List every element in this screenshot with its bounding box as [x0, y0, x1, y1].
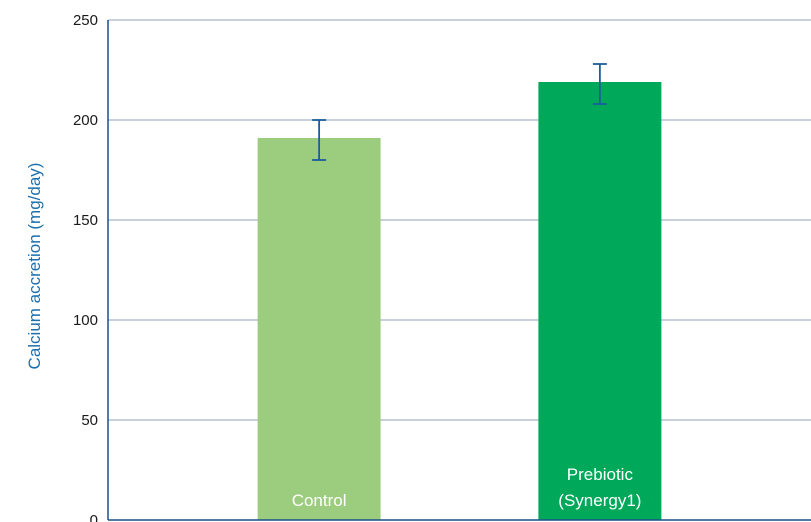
bars	[257, 82, 662, 520]
category-label-control: Control	[292, 491, 347, 510]
y-tick-label-200: 200	[73, 112, 98, 129]
y-tick-label-250: 250	[73, 12, 98, 29]
category-labels: Control Prebiotic (Synergy1)	[292, 465, 642, 510]
bar-prebiotic	[538, 82, 662, 520]
bar-control	[257, 138, 381, 520]
y-tick-label-0: 0	[90, 512, 98, 522]
y-tick-labels: 0 50 100 150 200 250	[73, 12, 98, 522]
axes	[107, 20, 811, 521]
y-axis-label: Calcium accretion (mg/day)	[25, 163, 44, 370]
y-tick-label-50: 50	[81, 412, 98, 429]
error-bars	[312, 63, 607, 161]
error-bar-prebiotic	[592, 63, 607, 105]
category-label-prebiotic-line-2: (Synergy1)	[558, 491, 641, 510]
grid-lines	[108, 19, 811, 421]
error-bar-control	[312, 119, 327, 161]
category-label-prebiotic-line-1: Prebiotic	[567, 465, 634, 484]
y-tick-label-150: 150	[73, 212, 98, 229]
y-tick-label-100: 100	[73, 312, 98, 329]
